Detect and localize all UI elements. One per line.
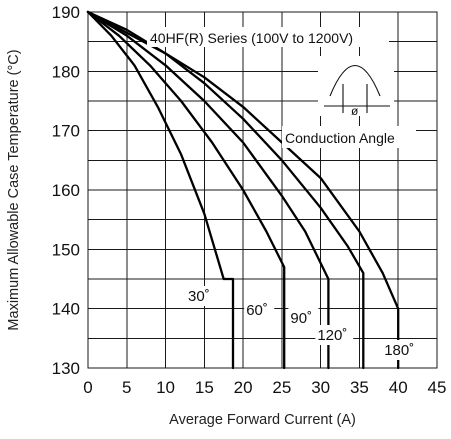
y-tick-label: 130	[52, 359, 80, 378]
y-axis-title: Maximum Allowable Case Temperature (°C)	[6, 49, 22, 330]
conduction-angle-inset: ø Conduction Angle	[282, 56, 416, 148]
x-tick-label: 25	[272, 378, 291, 397]
x-tick-label: 10	[156, 378, 175, 397]
x-tick-label: 0	[83, 378, 92, 397]
y-tick-label: 180	[52, 62, 80, 81]
series-label: 30˚	[188, 288, 210, 305]
annotation-text: 40HF(R) Series (100V to 1200V)	[150, 30, 353, 46]
plot-frame	[87, 11, 438, 369]
series-curve	[86, 10, 365, 370]
inset-caption-background	[282, 126, 416, 148]
x-tick-label: 35	[350, 378, 369, 397]
series-label-background	[186, 286, 217, 306]
series-curves	[86, 10, 400, 370]
series-label: 120˚	[317, 327, 347, 344]
y-tick-label: 190	[52, 3, 80, 22]
annotation-background	[147, 27, 389, 47]
y-tick-label: 160	[52, 181, 80, 200]
inset-symbol: ø	[351, 104, 359, 118]
x-tick-label: 30	[311, 378, 330, 397]
inset-caption: Conduction Angle	[285, 130, 395, 146]
series-labels: 30˚ 60˚ 90˚ 120˚ 180˚	[186, 286, 423, 360]
y-tick-label: 170	[52, 122, 80, 141]
series-label-background	[288, 308, 319, 328]
series-annotation: 40HF(R) Series (100V to 1200V)	[147, 27, 389, 47]
x-axis-title: Average Forward Current (A)	[169, 412, 356, 428]
x-tick-label: 15	[195, 378, 214, 397]
y-tick-label: 150	[52, 240, 80, 259]
series-curve	[86, 10, 286, 370]
tick-labels: 0 5 10 15 20 25 30 35 40 45 130 140 150 160 170 180 190	[52, 3, 447, 397]
series-curve	[86, 10, 330, 370]
series-curve	[86, 10, 235, 370]
series-label-background	[382, 340, 423, 360]
x-tick-label: 20	[234, 378, 253, 397]
x-tick-label: 5	[122, 378, 131, 397]
y-tick-label: 140	[52, 300, 80, 319]
sine-half-wave-icon	[329, 65, 381, 97]
series-label-background	[315, 325, 354, 345]
series-label: 180˚	[384, 342, 414, 359]
x-tick-label: 45	[428, 378, 447, 397]
series-label: 90˚	[290, 310, 312, 327]
series-label: 60˚	[246, 302, 268, 319]
series-label-background	[244, 300, 275, 320]
x-tick-label: 40	[389, 378, 408, 397]
